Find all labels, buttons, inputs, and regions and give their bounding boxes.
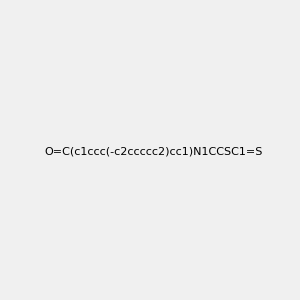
Text: O=C(c1ccc(-c2ccccc2)cc1)N1CCSC1=S: O=C(c1ccc(-c2ccccc2)cc1)N1CCSC1=S [45, 146, 263, 157]
